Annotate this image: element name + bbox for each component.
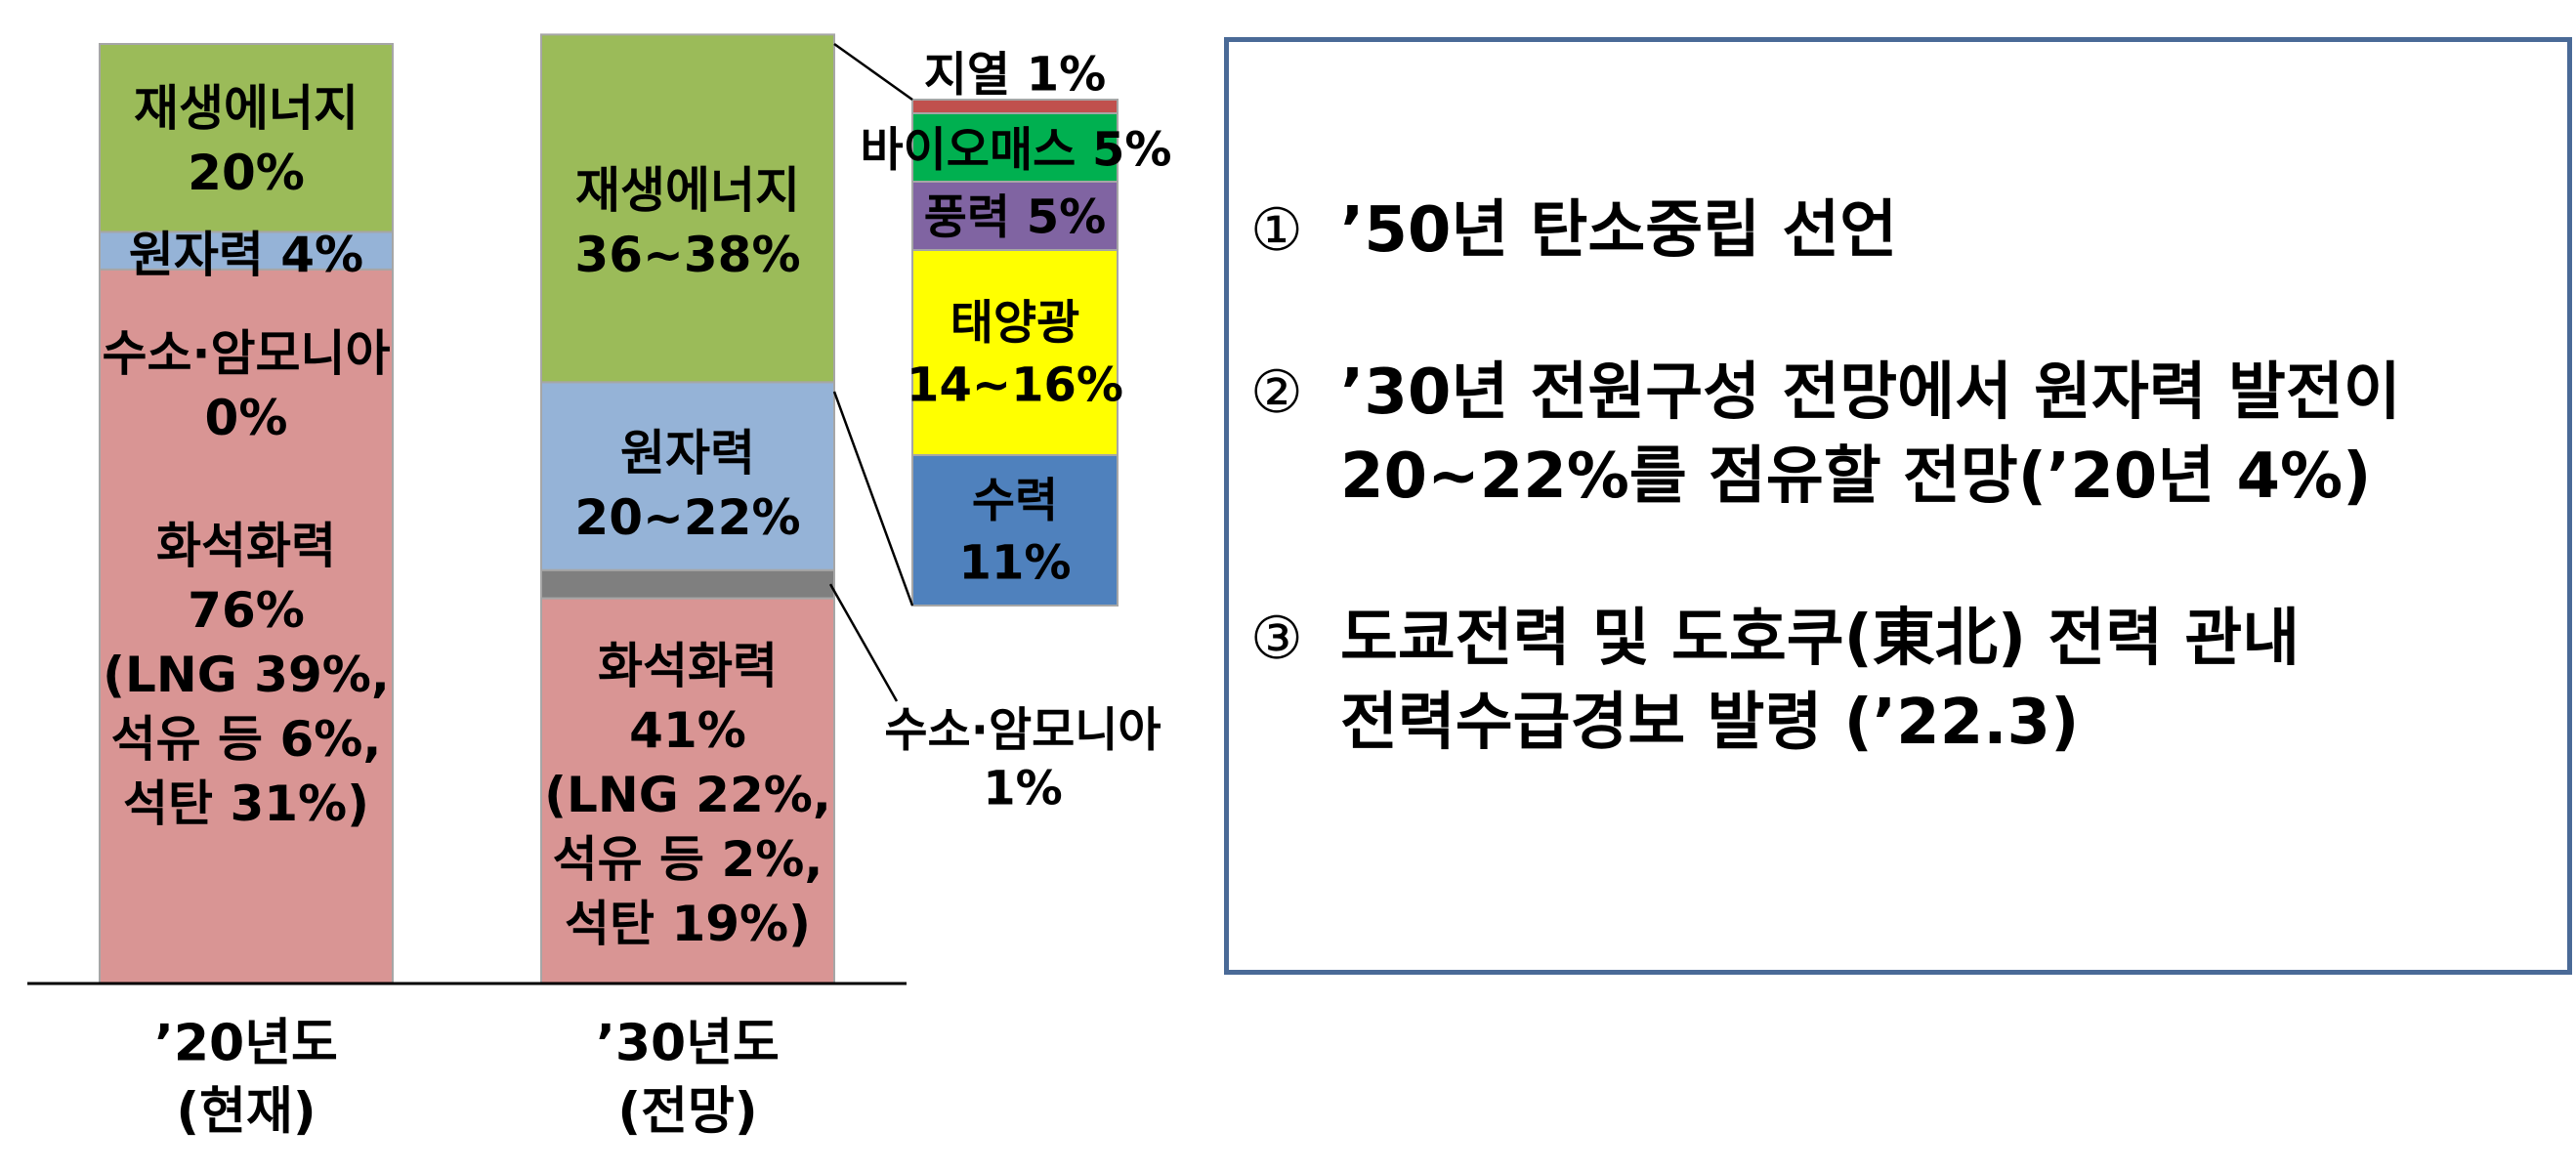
bar-label-nuclear-1: 원자력 4% [129,227,363,283]
connector-line-bottom [832,391,914,607]
info-item-2: ② ’30년 전원구성 전망에서 원자력 발전이 20~22%를 점유할 전망(… [1250,351,2548,519]
info-item-text: 도쿄전력 및 도호쿠(東北) 전력 관내 전력수급경보 발령 (’22.3) [1340,603,2301,759]
bar-segment-재생에너지-2 [540,33,835,384]
info-item-number: ② [1250,358,1303,427]
callout-line-hydrogen [828,583,899,702]
breakdown-label-지열: 지열 1% [924,47,1107,102]
breakdown-label-바이오매스: 바이오매스 5% [860,122,1171,177]
info-box: ① ’50년 탄소중립 선언 ② ’30년 전원구성 전망에서 원자력 발전이 … [1224,37,2572,975]
info-item-text: ’30년 전원구성 전망에서 원자력 발전이 20~22%를 점유할 전망(’2… [1340,356,2401,513]
category-label-1: ’20년도 (현재) [154,1015,338,1142]
energy-mix-chart: 재생에너지 20% 원자력 4% 수소·암모니아 0% 화석화력 76% (LNG 39%, 석… [27,33,1172,1142]
breakdown-segment-풍력 [911,181,1119,251]
bar-label-renewable-2: 재생에너지 36~38% [574,162,800,283]
info-list: ① ’50년 탄소중립 선언 ② ’30년 전원구성 전망에서 원자력 발전이 … [1250,188,2548,843]
bar-label-fossil-1: 화석화력 76% (LNG 39%, 석유 등 6%, 석탄 31%) [103,518,390,832]
bar-label-hydrogen-1: 수소·암모니아 0% [103,325,391,446]
info-item-text: ’50년 탄소중립 선언 [1340,194,1898,267]
info-item-3: ③ 도쿄전력 및 도호쿠(東北) 전력 관내 전력수급경보 발령 (’22.3) [1250,597,2548,765]
breakdown-segment-태양광 [911,249,1119,456]
info-item-1: ① ’50년 탄소중립 선언 [1250,188,2548,272]
breakdown-label-태양광: 태양광 14~16% [907,295,1123,412]
bar-segment-수소-암모니아-2 [540,568,835,600]
connector-line-top [833,42,913,102]
bar-segment-재생에너지-1 [99,43,394,233]
info-item-number: ① [1250,196,1303,265]
bar-label-nuclear-2: 원자력 20~22% [574,425,800,546]
breakdown-label-수력: 수력 11% [959,473,1072,590]
bar-label-renewable-1: 재생에너지 20% [134,80,359,201]
breakdown-segment-수력 [911,454,1119,607]
callout-label-hydrogen: 수소·암모니아 1% [884,702,1161,816]
breakdown-label-풍력: 풍력 5% [924,189,1107,244]
bar-segment-화석화력-1 [99,268,394,984]
bar-segment-원자력-2 [540,381,835,571]
bar-label-fossil-2: 화석화력 41% (LNG 22%, 석유 등 2%, 석탄 19%) [544,638,831,952]
breakdown-segment-지열 [911,99,1119,114]
bar-segment-원자력-1 [99,230,394,271]
breakdown-segment-바이오매스 [911,112,1119,183]
category-label-2: ’30년도 (전망) [596,1015,780,1142]
info-item-number: ③ [1250,605,1303,673]
